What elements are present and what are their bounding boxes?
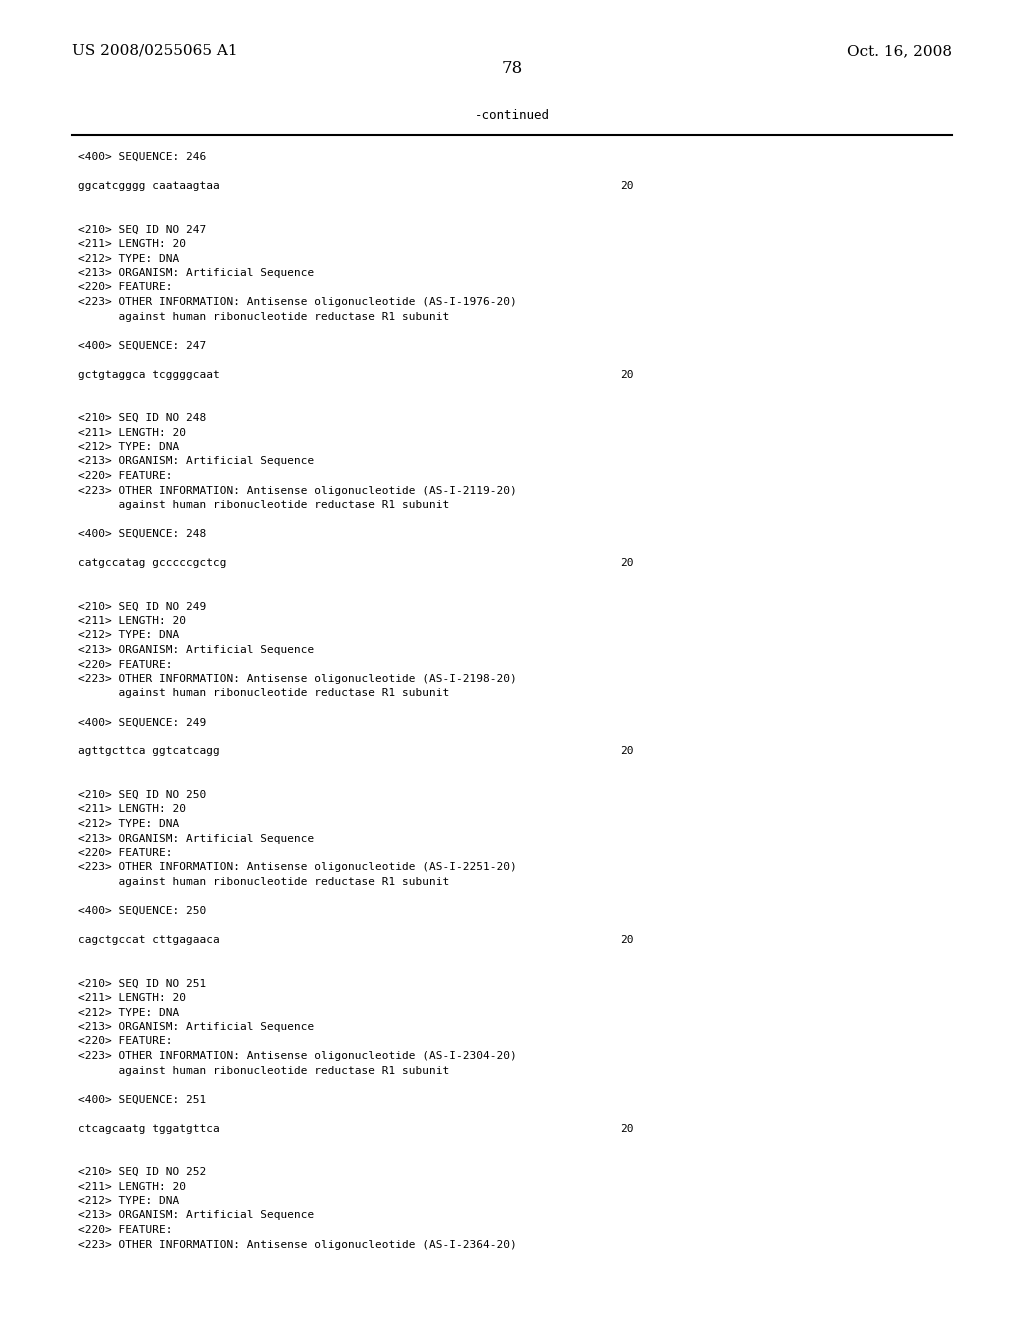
Text: against human ribonucleotide reductase R1 subunit: against human ribonucleotide reductase R… <box>78 312 450 322</box>
Text: 20: 20 <box>620 370 634 380</box>
Text: <212> TYPE: DNA: <212> TYPE: DNA <box>78 442 179 451</box>
Text: 20: 20 <box>620 558 634 568</box>
Text: 78: 78 <box>502 59 522 77</box>
Text: against human ribonucleotide reductase R1 subunit: against human ribonucleotide reductase R… <box>78 689 450 698</box>
Text: <211> LENGTH: 20: <211> LENGTH: 20 <box>78 993 186 1003</box>
Text: gctgtaggca tcggggcaat: gctgtaggca tcggggcaat <box>78 370 220 380</box>
Text: <213> ORGANISM: Artificial Sequence: <213> ORGANISM: Artificial Sequence <box>78 833 314 843</box>
Text: <220> FEATURE:: <220> FEATURE: <box>78 1225 172 1236</box>
Text: agttgcttca ggtcatcagg: agttgcttca ggtcatcagg <box>78 747 220 756</box>
Text: <210> SEQ ID NO 252: <210> SEQ ID NO 252 <box>78 1167 206 1177</box>
Text: <211> LENGTH: 20: <211> LENGTH: 20 <box>78 239 186 249</box>
Text: <210> SEQ ID NO 249: <210> SEQ ID NO 249 <box>78 602 206 611</box>
Text: <400> SEQUENCE: 250: <400> SEQUENCE: 250 <box>78 906 206 916</box>
Text: <400> SEQUENCE: 251: <400> SEQUENCE: 251 <box>78 1094 206 1105</box>
Text: <212> TYPE: DNA: <212> TYPE: DNA <box>78 1196 179 1206</box>
Text: <220> FEATURE:: <220> FEATURE: <box>78 660 172 669</box>
Text: <211> LENGTH: 20: <211> LENGTH: 20 <box>78 804 186 814</box>
Text: <213> ORGANISM: Artificial Sequence: <213> ORGANISM: Artificial Sequence <box>78 1210 314 1221</box>
Text: <211> LENGTH: 20: <211> LENGTH: 20 <box>78 428 186 437</box>
Text: 20: 20 <box>620 935 634 945</box>
Text: Oct. 16, 2008: Oct. 16, 2008 <box>847 44 952 58</box>
Text: 20: 20 <box>620 747 634 756</box>
Text: 20: 20 <box>620 181 634 191</box>
Text: against human ribonucleotide reductase R1 subunit: against human ribonucleotide reductase R… <box>78 500 450 510</box>
Text: <223> OTHER INFORMATION: Antisense oligonucleotide (AS-I-2119-20): <223> OTHER INFORMATION: Antisense oligo… <box>78 486 517 495</box>
Text: <400> SEQUENCE: 246: <400> SEQUENCE: 246 <box>78 152 206 162</box>
Text: cagctgccat cttgagaaca: cagctgccat cttgagaaca <box>78 935 220 945</box>
Text: <220> FEATURE:: <220> FEATURE: <box>78 1036 172 1047</box>
Text: against human ribonucleotide reductase R1 subunit: against human ribonucleotide reductase R… <box>78 876 450 887</box>
Text: 20: 20 <box>620 1123 634 1134</box>
Text: <213> ORGANISM: Artificial Sequence: <213> ORGANISM: Artificial Sequence <box>78 457 314 466</box>
Text: <210> SEQ ID NO 247: <210> SEQ ID NO 247 <box>78 224 206 235</box>
Text: <400> SEQUENCE: 247: <400> SEQUENCE: 247 <box>78 341 206 351</box>
Text: <212> TYPE: DNA: <212> TYPE: DNA <box>78 631 179 640</box>
Text: <210> SEQ ID NO 250: <210> SEQ ID NO 250 <box>78 789 206 800</box>
Text: <210> SEQ ID NO 248: <210> SEQ ID NO 248 <box>78 413 206 422</box>
Text: <213> ORGANISM: Artificial Sequence: <213> ORGANISM: Artificial Sequence <box>78 645 314 655</box>
Text: <213> ORGANISM: Artificial Sequence: <213> ORGANISM: Artificial Sequence <box>78 1022 314 1032</box>
Text: <223> OTHER INFORMATION: Antisense oligonucleotide (AS-I-2251-20): <223> OTHER INFORMATION: Antisense oligo… <box>78 862 517 873</box>
Text: <213> ORGANISM: Artificial Sequence: <213> ORGANISM: Artificial Sequence <box>78 268 314 279</box>
Text: <223> OTHER INFORMATION: Antisense oligonucleotide (AS-I-1976-20): <223> OTHER INFORMATION: Antisense oligo… <box>78 297 517 308</box>
Text: against human ribonucleotide reductase R1 subunit: against human ribonucleotide reductase R… <box>78 1065 450 1076</box>
Text: US 2008/0255065 A1: US 2008/0255065 A1 <box>72 44 238 58</box>
Text: <212> TYPE: DNA: <212> TYPE: DNA <box>78 253 179 264</box>
Text: <210> SEQ ID NO 251: <210> SEQ ID NO 251 <box>78 978 206 989</box>
Text: ctcagcaatg tggatgttca: ctcagcaatg tggatgttca <box>78 1123 220 1134</box>
Text: -continued: -continued <box>474 110 550 121</box>
Text: <223> OTHER INFORMATION: Antisense oligonucleotide (AS-I-2304-20): <223> OTHER INFORMATION: Antisense oligo… <box>78 1051 517 1061</box>
Text: <223> OTHER INFORMATION: Antisense oligonucleotide (AS-I-2364-20): <223> OTHER INFORMATION: Antisense oligo… <box>78 1239 517 1250</box>
Text: <223> OTHER INFORMATION: Antisense oligonucleotide (AS-I-2198-20): <223> OTHER INFORMATION: Antisense oligo… <box>78 675 517 684</box>
Text: <212> TYPE: DNA: <212> TYPE: DNA <box>78 818 179 829</box>
Text: ggcatcgggg caataagtaa: ggcatcgggg caataagtaa <box>78 181 220 191</box>
Text: <400> SEQUENCE: 249: <400> SEQUENCE: 249 <box>78 718 206 727</box>
Text: <211> LENGTH: 20: <211> LENGTH: 20 <box>78 1181 186 1192</box>
Text: <220> FEATURE:: <220> FEATURE: <box>78 282 172 293</box>
Text: <220> FEATURE:: <220> FEATURE: <box>78 847 172 858</box>
Text: <220> FEATURE:: <220> FEATURE: <box>78 471 172 480</box>
Text: <212> TYPE: DNA: <212> TYPE: DNA <box>78 1007 179 1018</box>
Text: <211> LENGTH: 20: <211> LENGTH: 20 <box>78 616 186 626</box>
Text: catgccatag gcccccgctcg: catgccatag gcccccgctcg <box>78 558 226 568</box>
Text: <400> SEQUENCE: 248: <400> SEQUENCE: 248 <box>78 529 206 539</box>
